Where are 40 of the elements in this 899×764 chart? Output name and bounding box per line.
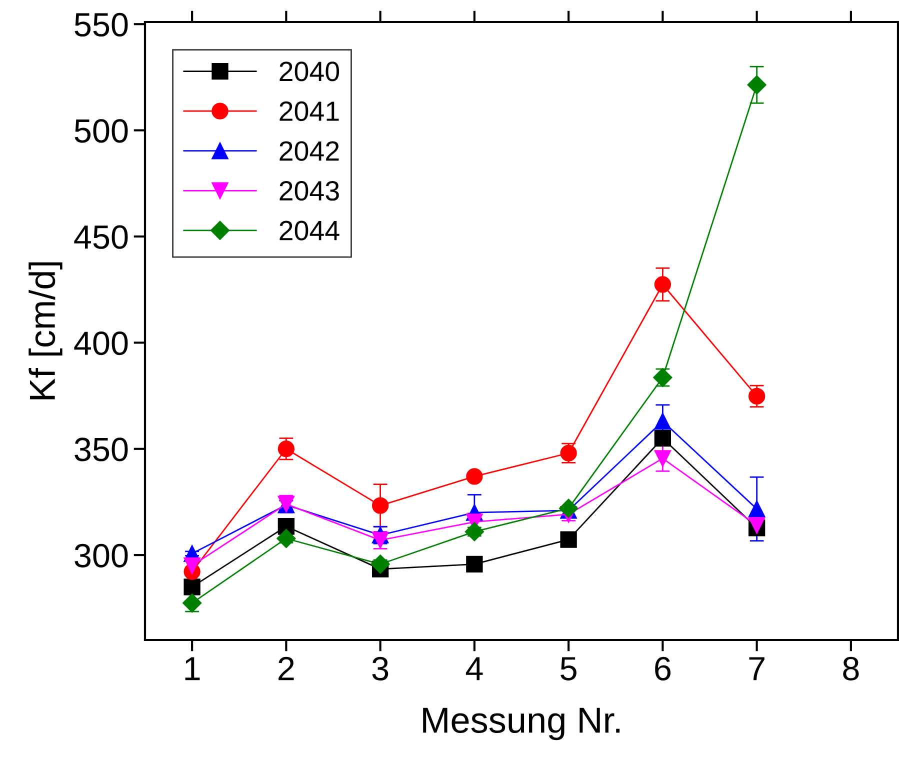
legend-label: 2041 <box>280 101 339 122</box>
y-tick-label: 300 <box>74 544 128 568</box>
legend-label: 2044 <box>280 220 340 240</box>
point <box>370 554 390 574</box>
point <box>654 276 672 293</box>
legend-label: 2040 <box>280 62 340 82</box>
y-tick-label: 350 <box>74 438 128 462</box>
point <box>184 557 200 574</box>
x-tick-label: 8 <box>843 656 859 680</box>
y-tick-label: 550 <box>74 12 128 37</box>
y-axis-title: Kf [cm/d] <box>28 262 62 400</box>
point <box>278 440 295 458</box>
x-tick-label: 4 <box>466 657 483 680</box>
x-tick-label: 5 <box>560 657 576 680</box>
y-tick-label: 450 <box>74 225 128 249</box>
x-tick-label: 2 <box>278 656 294 680</box>
point <box>276 528 296 548</box>
legend-label: 2042 <box>280 141 339 161</box>
y-tick-label: 400 <box>74 331 128 356</box>
point <box>184 578 200 596</box>
legend-label: 2043 <box>280 180 339 201</box>
point <box>560 531 577 548</box>
y-tick-label: 500 <box>74 119 128 143</box>
x-tick-label: 6 <box>655 656 670 680</box>
point <box>466 556 483 573</box>
point <box>747 75 766 94</box>
point <box>466 468 483 485</box>
point <box>559 498 578 518</box>
point <box>464 522 484 542</box>
x-tick-label: 1 <box>185 657 200 680</box>
point <box>654 430 672 447</box>
point <box>748 388 766 405</box>
point <box>372 497 389 514</box>
point <box>748 500 766 518</box>
x-tick-label: 7 <box>749 657 764 680</box>
x-tick-label: 3 <box>372 656 388 680</box>
x-axis-title: Messung Nr. <box>423 708 620 740</box>
point <box>748 516 766 534</box>
point <box>654 450 672 467</box>
point <box>654 412 672 430</box>
